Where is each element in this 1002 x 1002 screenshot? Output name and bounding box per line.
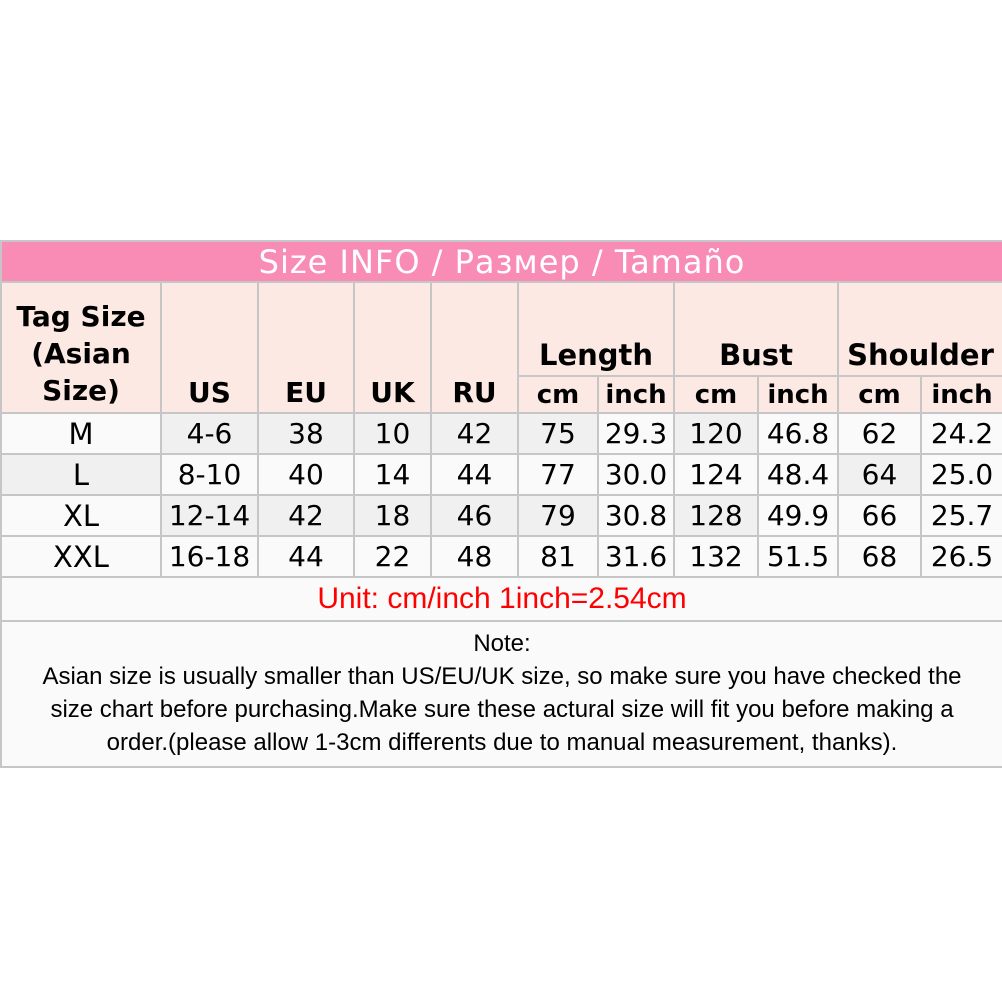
note-block: Note: Asian size is usually smaller than… bbox=[0, 620, 1002, 768]
shoulder-cm-cell: 68 bbox=[837, 535, 922, 578]
bust-group-header: Bust bbox=[673, 281, 839, 377]
length-cm-cell: 79 bbox=[517, 494, 599, 537]
ru-cell: 42 bbox=[430, 412, 519, 455]
shoulder-cm-cell: 62 bbox=[837, 412, 922, 455]
shoulder-cm-cell: 64 bbox=[837, 453, 922, 496]
unit-note: Unit: cm/inch 1inch=2.54cm bbox=[0, 576, 1002, 622]
shoulder-inch-cell: 25.0 bbox=[920, 453, 1002, 496]
us-cell: 16-18 bbox=[160, 535, 259, 578]
table-row-xxl: XXL 16-18 44 22 48 81 31.6 132 51.5 68 2… bbox=[0, 535, 1002, 578]
tag-cell: M bbox=[0, 412, 162, 455]
shoulder-inch-header: inch bbox=[920, 375, 1002, 414]
bust-inch-cell: 51.5 bbox=[757, 535, 839, 578]
note-row: Note: Asian size is usually smaller than… bbox=[0, 620, 1002, 768]
size-table: Size INFO / Размер / Tamaño Tag Size (As… bbox=[0, 240, 1002, 768]
header-row-top: Tag Size (Asian Size) US EU UK RU Length… bbox=[0, 281, 1002, 414]
uk-column-header: UK bbox=[353, 281, 432, 414]
bust-inch-cell: 46.8 bbox=[757, 412, 839, 455]
length-cm-cell: 81 bbox=[517, 535, 599, 578]
shoulder-group-header: Shoulder bbox=[837, 281, 1002, 377]
header-row-sub: cm inch cm inch cm inch bbox=[1, 375, 1002, 414]
shoulder-cm-header: cm bbox=[837, 375, 922, 414]
note-line-1: Asian size is usually smaller than US/EU… bbox=[42, 663, 962, 690]
length-cm-cell: 75 bbox=[517, 412, 599, 455]
us-cell: 8-10 bbox=[160, 453, 259, 496]
length-inch-cell: 31.6 bbox=[597, 535, 675, 578]
tag-size-header-line2: (Asian bbox=[31, 337, 131, 370]
tag-cell: L bbox=[0, 453, 162, 496]
us-cell: 4-6 bbox=[160, 412, 259, 455]
unit-row: Unit: cm/inch 1inch=2.54cm bbox=[0, 576, 1002, 622]
ru-cell: 44 bbox=[430, 453, 519, 496]
us-column-header: US bbox=[160, 281, 259, 414]
shoulder-inch-cell: 26.5 bbox=[920, 535, 1002, 578]
shoulder-cm-cell: 66 bbox=[837, 494, 922, 537]
length-inch-cell: 30.8 bbox=[597, 494, 675, 537]
length-cm-cell: 77 bbox=[517, 453, 599, 496]
tag-size-header-line3: Size) bbox=[42, 374, 120, 407]
bust-inch-cell: 49.9 bbox=[757, 494, 839, 537]
shoulder-inch-cell: 24.2 bbox=[920, 412, 1002, 455]
ru-cell: 48 bbox=[430, 535, 519, 578]
table-row-l: L 8-10 40 14 44 77 30.0 124 48.4 64 25.0 bbox=[0, 453, 1002, 496]
table-row-xl: XL 12-14 42 18 46 79 30.8 128 49.9 66 25… bbox=[0, 494, 1002, 537]
ru-cell: 46 bbox=[430, 494, 519, 537]
tag-size-header-line1: Tag Size bbox=[16, 300, 146, 333]
note-heading: Note: bbox=[473, 630, 531, 657]
bust-cm-header: cm bbox=[673, 375, 759, 414]
length-inch-cell: 30.0 bbox=[597, 453, 675, 496]
eu-cell: 42 bbox=[257, 494, 355, 537]
length-inch-header: inch bbox=[597, 375, 675, 414]
tag-cell: XL bbox=[0, 494, 162, 537]
eu-cell: 40 bbox=[257, 453, 355, 496]
us-cell: 12-14 bbox=[160, 494, 259, 537]
bust-cm-cell: 124 bbox=[673, 453, 759, 496]
eu-cell: 44 bbox=[257, 535, 355, 578]
bust-cm-cell: 120 bbox=[673, 412, 759, 455]
bust-cm-cell: 132 bbox=[673, 535, 759, 578]
size-chart-title: Size INFO / Размер / Tamaño bbox=[0, 240, 1002, 283]
shoulder-inch-cell: 25.7 bbox=[920, 494, 1002, 537]
eu-cell: 38 bbox=[257, 412, 355, 455]
uk-cell: 18 bbox=[353, 494, 432, 537]
bust-inch-header: inch bbox=[757, 375, 839, 414]
eu-column-header: EU bbox=[257, 281, 355, 414]
tag-cell: XXL bbox=[0, 535, 162, 578]
length-group-header: Length bbox=[517, 281, 675, 377]
note-line-2: size chart before purchasing.Make sure t… bbox=[50, 696, 954, 723]
uk-cell: 14 bbox=[353, 453, 432, 496]
title-bar: Size INFO / Размер / Tamaño bbox=[0, 240, 1002, 283]
uk-cell: 22 bbox=[353, 535, 432, 578]
table-row-m: M 4-6 38 10 42 75 29.3 120 46.8 62 24.2 bbox=[0, 412, 1002, 455]
bust-inch-cell: 48.4 bbox=[757, 453, 839, 496]
uk-cell: 10 bbox=[353, 412, 432, 455]
length-cm-header: cm bbox=[517, 375, 599, 414]
note-line-3: order.(please allow 1-3cm differents due… bbox=[106, 729, 898, 756]
length-inch-cell: 29.3 bbox=[597, 412, 675, 455]
size-chart-container: Size INFO / Размер / Tamaño Tag Size (As… bbox=[0, 240, 1002, 768]
bust-cm-cell: 128 bbox=[673, 494, 759, 537]
tag-size-header: Tag Size (Asian Size) bbox=[0, 281, 162, 414]
ru-column-header: RU bbox=[430, 281, 519, 414]
